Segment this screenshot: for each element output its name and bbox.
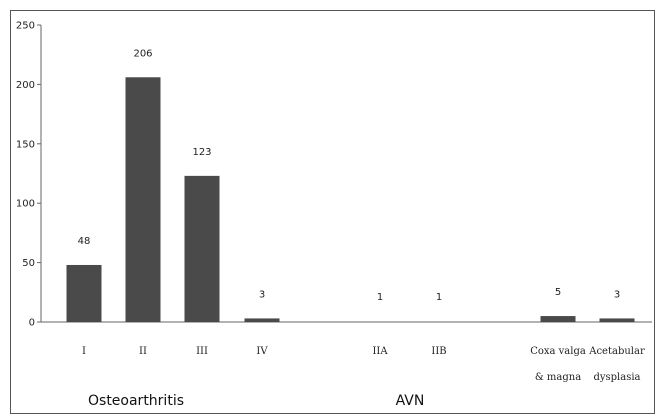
category-label-line: I <box>82 346 86 357</box>
group-label: AVN <box>396 393 425 409</box>
y-tick-label: 50 <box>22 258 35 269</box>
category-label-line: III <box>196 346 208 357</box>
y-tick-label: 250 <box>16 21 35 32</box>
y-axis: 0 50 100 150 200 250 <box>16 21 42 329</box>
data-label: 3 <box>614 289 620 300</box>
data-label: 48 <box>78 236 91 247</box>
bar <box>244 318 280 322</box>
category-label-line: Acetabular <box>588 346 645 357</box>
bars <box>66 77 635 322</box>
data-label: 123 <box>192 147 211 158</box>
category-label: III <box>196 346 208 357</box>
category-label: II <box>139 346 147 357</box>
category-label: IIB <box>431 346 446 357</box>
category-label-line: II <box>139 346 147 357</box>
bar <box>599 318 635 322</box>
data-label: 1 <box>436 292 442 303</box>
y-tick-label: 150 <box>16 139 35 150</box>
data-label: 1 <box>377 292 383 303</box>
data-label: 5 <box>555 287 561 298</box>
group-label: Osteoarthritis <box>88 393 184 409</box>
category-label-line: dysplasia <box>593 372 640 383</box>
bar <box>540 316 576 322</box>
group-labels: Osteoarthritis AVN <box>88 393 424 409</box>
data-label: 206 <box>133 48 152 59</box>
category-label-line: Coxa valga <box>530 346 586 357</box>
category-label: I <box>82 346 86 357</box>
category-label-line: IIB <box>431 346 446 357</box>
category-label-line: & magna <box>535 372 581 383</box>
bar <box>184 175 220 322</box>
category-label: IIA <box>372 346 388 357</box>
category-labels: I II III IV IIA IIB Coxa valga & magnaAcetabula… <box>82 346 645 383</box>
category-label: Coxa valga & magna <box>530 346 586 383</box>
y-tick-label: 200 <box>16 80 35 91</box>
data-labels: 48 206 123 3 1 1 5 3 <box>78 48 621 303</box>
y-tick-label: 0 <box>29 318 35 329</box>
category-label: IV <box>256 346 268 357</box>
category-label: Acetabular dysplasia <box>588 346 645 383</box>
y-tick-label: 100 <box>16 199 35 210</box>
data-label: 3 <box>259 289 265 300</box>
bar <box>66 264 102 322</box>
category-label-line: IIA <box>372 346 388 357</box>
chart-frame <box>10 10 655 414</box>
bar <box>125 77 161 322</box>
category-label-line: IV <box>256 346 268 357</box>
